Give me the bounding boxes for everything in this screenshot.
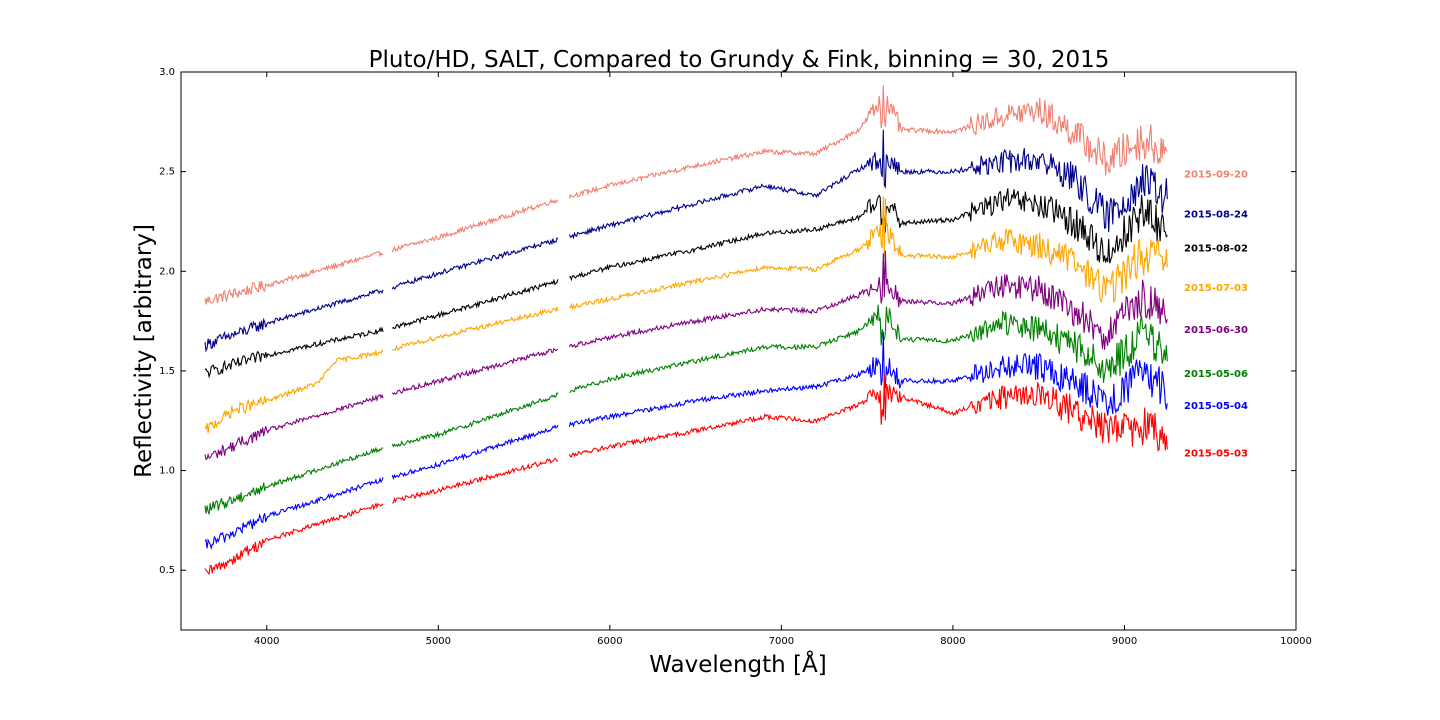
legend: 2015-09-20 2015-08-24 2015-08-02 2015-07-03… <box>1184 170 1248 460</box>
series-line-2015-05-03 <box>204 373 1168 576</box>
series-layer <box>204 85 1168 576</box>
legend-label-2015-05-06: 2015-05-06 <box>1184 369 1248 380</box>
x-tick-label: 7000 <box>769 636 794 647</box>
y-tick-label: 3.0 <box>159 67 175 78</box>
legend-label-2015-09-20: 2015-09-20 <box>1184 170 1248 181</box>
y-axis: 0.5 1.0 1.5 2.0 2.5 3.0 <box>159 67 1296 576</box>
x-tick-label: 6000 <box>597 636 622 647</box>
legend-label-2015-08-24: 2015-08-24 <box>1184 209 1248 220</box>
x-tick-label: 10000 <box>1280 636 1312 647</box>
chart-title: Pluto/HD, SALT, Compared to Grundy & Fin… <box>369 47 1110 73</box>
x-axis: 4000 5000 6000 7000 8000 9000 10000 <box>254 72 1312 647</box>
plot-area-frame <box>180 71 1297 631</box>
legend-label-2015-08-02: 2015-08-02 <box>1184 243 1248 254</box>
series-line-2015-08-24 <box>204 129 1168 353</box>
y-tick-label: 2.0 <box>159 266 175 277</box>
y-axis-label: Reflectivity [arbitrary] <box>131 224 157 478</box>
series-line-2015-06-30 <box>204 250 1168 461</box>
legend-label-2015-06-30: 2015-06-30 <box>1184 325 1248 336</box>
x-tick-label: 8000 <box>940 636 965 647</box>
x-tick-label: 9000 <box>1112 636 1137 647</box>
series-line-2015-09-20 <box>204 85 1168 305</box>
y-tick-label: 1.0 <box>159 466 175 477</box>
y-tick-label: 2.5 <box>159 167 175 178</box>
legend-label-2015-05-04: 2015-05-04 <box>1184 401 1248 412</box>
legend-label-2015-05-03: 2015-05-03 <box>1184 449 1248 460</box>
x-tick-label: 4000 <box>254 636 279 647</box>
legend-label-2015-07-03: 2015-07-03 <box>1184 283 1248 294</box>
y-tick-label: 0.5 <box>159 565 175 576</box>
x-tick-label: 5000 <box>426 636 451 647</box>
series-line-2015-08-02 <box>204 188 1168 379</box>
x-axis-label: Wavelength [Å] <box>649 650 826 678</box>
y-tick-label: 1.5 <box>159 366 175 377</box>
series-line-2015-05-06 <box>204 304 1168 515</box>
series-line-2015-05-04 <box>204 331 1168 551</box>
series-line-2015-07-03 <box>204 196 1168 434</box>
